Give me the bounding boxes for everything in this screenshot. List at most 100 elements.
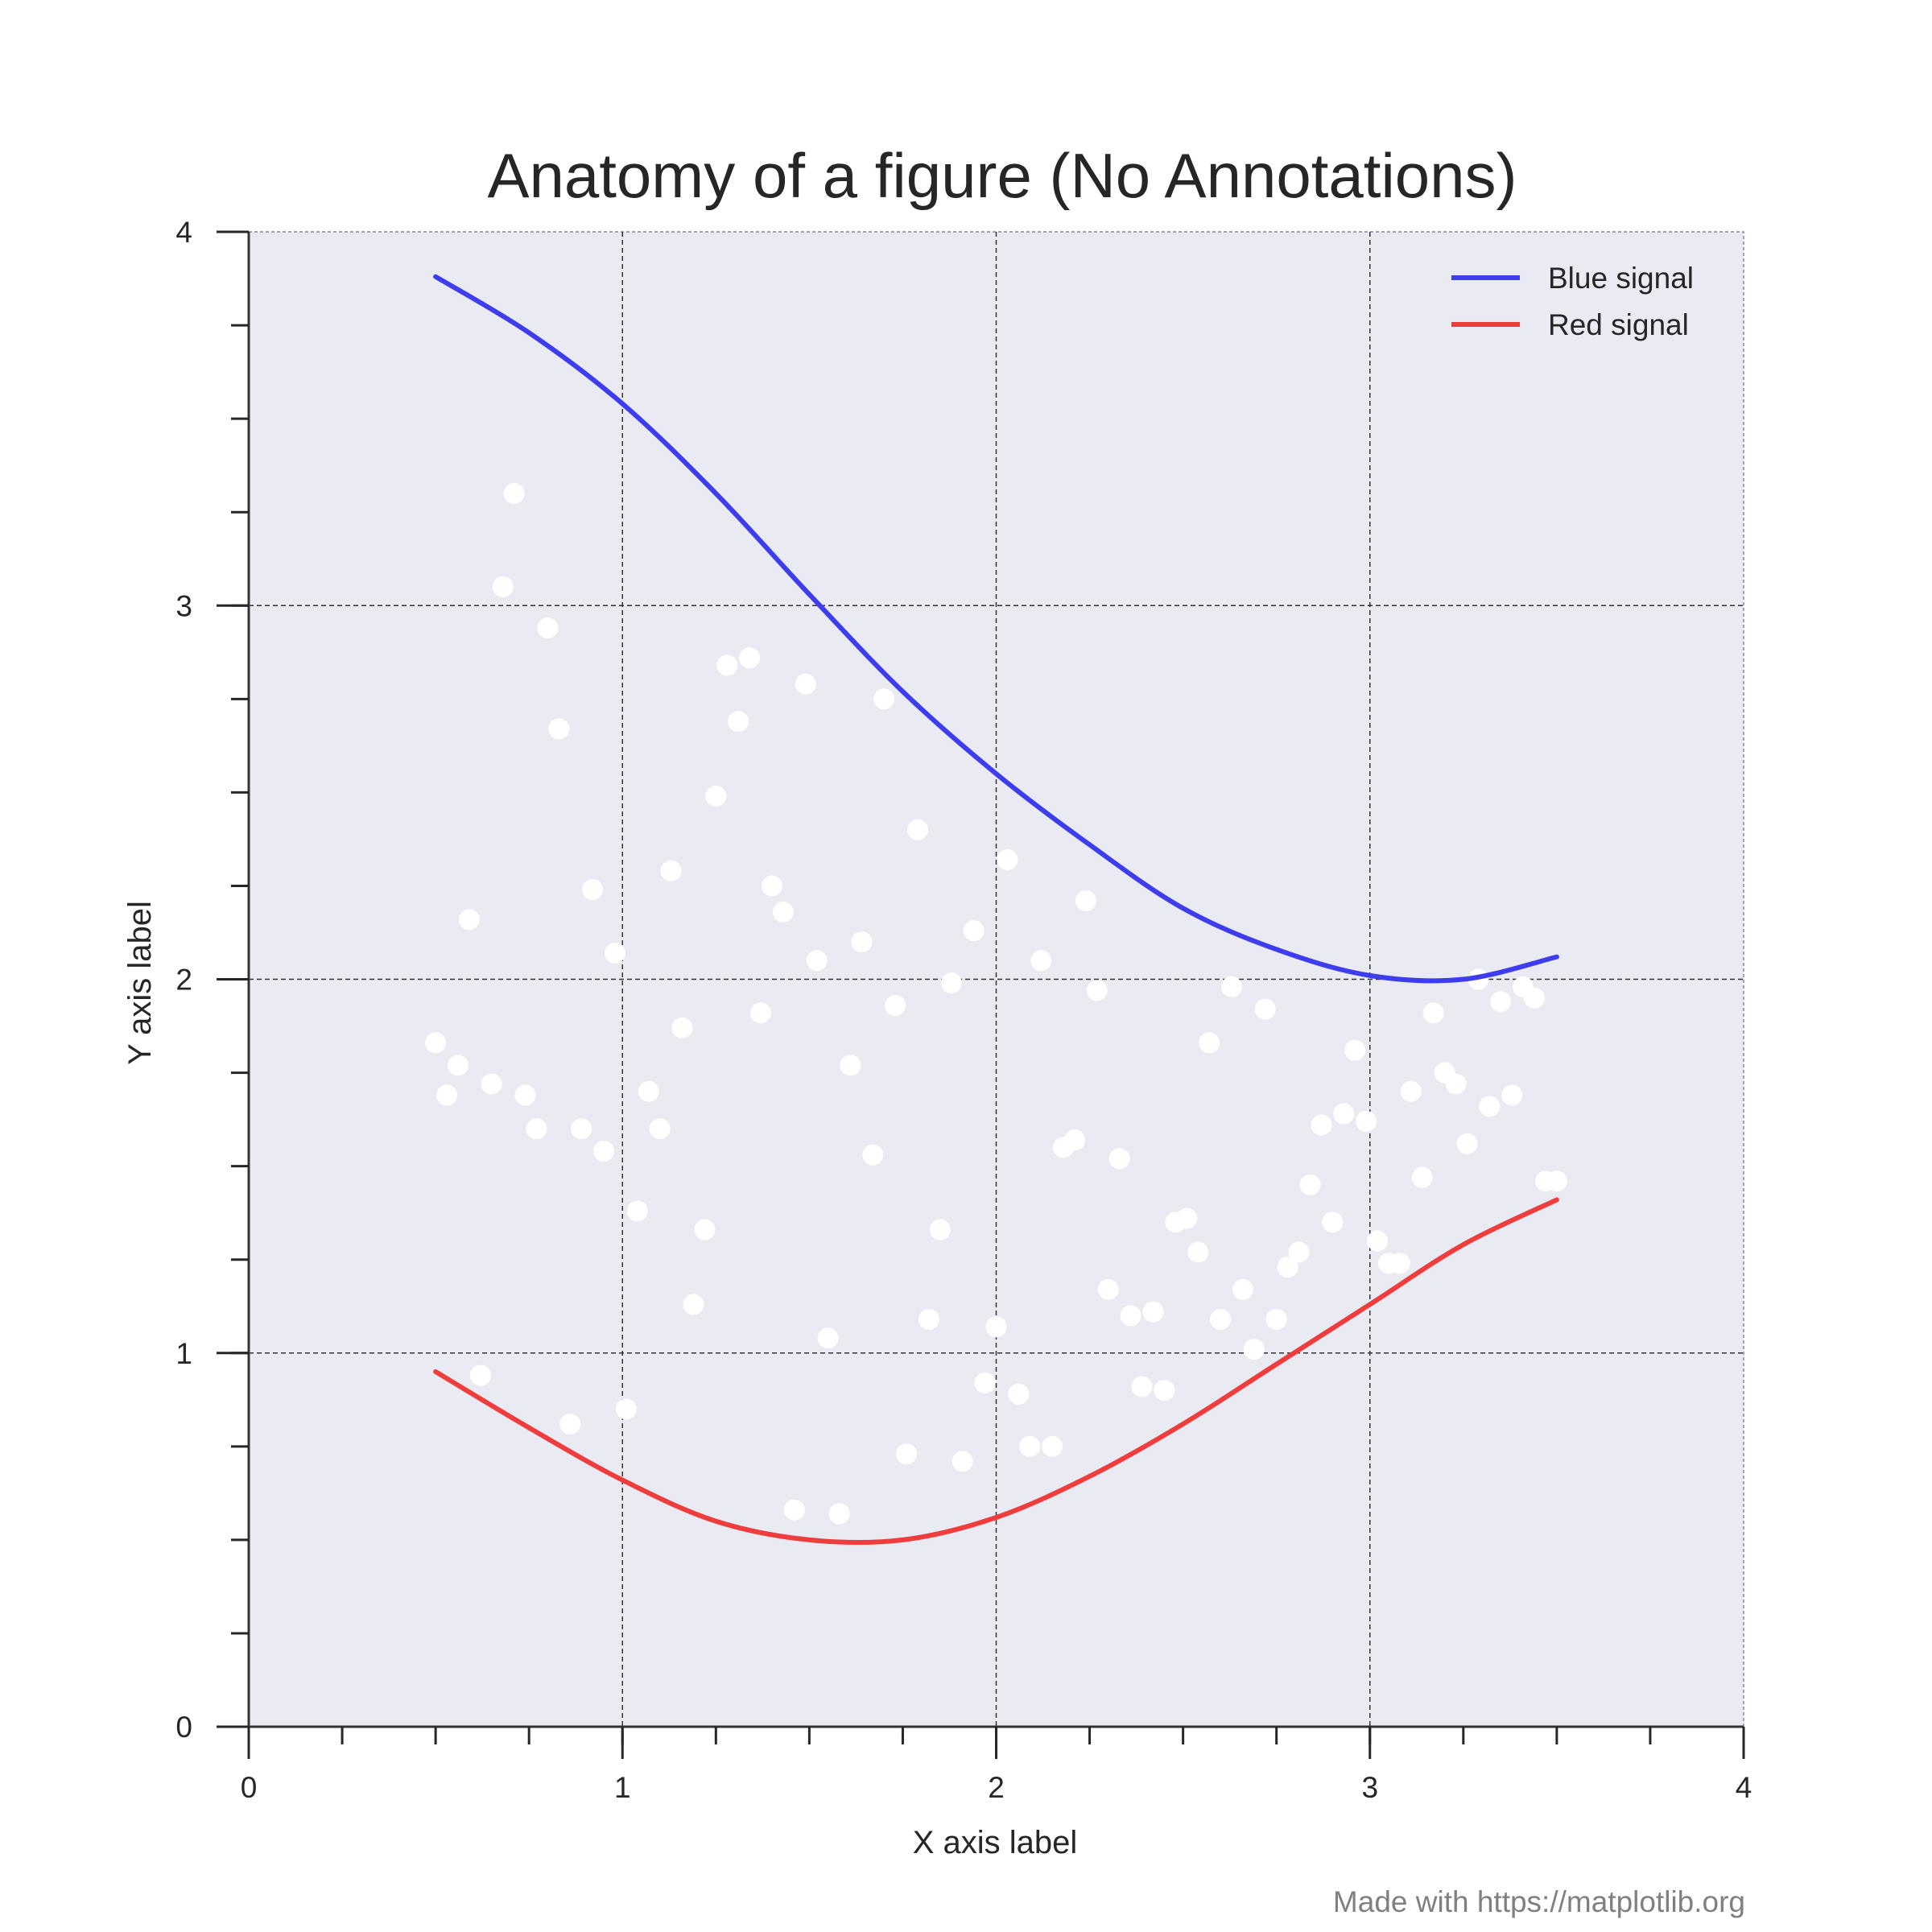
- scatter-point: [1243, 1339, 1265, 1360]
- scatter-point: [425, 1032, 447, 1054]
- scatter-point: [896, 1443, 918, 1465]
- scatter-point: [548, 718, 570, 740]
- scatter-point: [1176, 1208, 1198, 1229]
- scatter-point: [840, 1055, 861, 1076]
- scatter-point: [1490, 991, 1512, 1013]
- scatter-point: [1210, 1308, 1232, 1330]
- scatter-point: [1356, 1110, 1377, 1132]
- scatter-point: [503, 482, 525, 504]
- legend-red-signal-label: Red signal: [1548, 308, 1689, 341]
- y-tick-label: 4: [175, 216, 192, 249]
- scatter-point: [447, 1055, 469, 1076]
- scatter-point: [1411, 1166, 1433, 1188]
- scatter-point: [436, 1084, 458, 1106]
- scatter-point: [851, 931, 873, 953]
- scatter-point: [626, 1200, 648, 1222]
- plot-background: [248, 231, 1744, 1728]
- scatter-point: [1220, 976, 1242, 997]
- scatter-point: [615, 1398, 637, 1420]
- scatter-point: [1288, 1241, 1310, 1263]
- y-axis-label: Y axis label: [122, 901, 158, 1065]
- x-tick-label: 2: [988, 1771, 1005, 1804]
- scatter-point: [1265, 1308, 1287, 1330]
- legend-blue-signal-label: Blue signal: [1548, 262, 1694, 295]
- scatter-point: [1254, 998, 1276, 1020]
- scatter-point: [974, 1372, 996, 1393]
- scatter-point: [492, 576, 514, 598]
- scatter-point: [514, 1084, 536, 1106]
- scatter-point: [985, 1316, 1007, 1338]
- scatter-point: [537, 617, 559, 639]
- scatter-point: [1389, 1253, 1410, 1274]
- scatter-point: [873, 688, 895, 710]
- scatter-point: [817, 1327, 839, 1349]
- scatter-point: [1311, 1114, 1332, 1136]
- scatter-point: [1108, 1148, 1130, 1170]
- scatter-point: [862, 1144, 884, 1166]
- x-tick-label: 0: [241, 1771, 258, 1804]
- scatter-point: [604, 943, 625, 964]
- scatter-point: [1154, 1380, 1175, 1402]
- scatter-point: [571, 1118, 592, 1140]
- scatter-point: [582, 879, 604, 901]
- scatter-point: [694, 1219, 716, 1241]
- scatter-point: [1445, 1073, 1467, 1095]
- scatter-point: [783, 1499, 805, 1521]
- x-tick-label: 3: [1361, 1771, 1378, 1804]
- x-axis-label: X axis label: [913, 1825, 1078, 1860]
- x-tick-label: 4: [1736, 1771, 1752, 1804]
- scatter-point: [649, 1118, 671, 1140]
- scatter-point: [828, 1503, 850, 1525]
- scatter-point: [1501, 1084, 1523, 1106]
- scatter-point: [1187, 1241, 1209, 1263]
- y-tick-label: 1: [175, 1337, 192, 1370]
- scatter-point: [1232, 1278, 1253, 1300]
- scatter-point: [1019, 1435, 1041, 1457]
- plot-area: 0 1 2 3 4 0 1 2 3 4 Blue signal Red signal: [175, 216, 1752, 1804]
- scatter-point: [1479, 1096, 1501, 1117]
- scatter-point: [671, 1017, 693, 1038]
- scatter-point: [1075, 890, 1096, 912]
- scatter-point: [761, 875, 782, 897]
- x-tick-label: 1: [614, 1771, 631, 1804]
- scatter-point: [1524, 987, 1546, 1009]
- scatter-point: [1008, 1383, 1030, 1405]
- scatter-point: [940, 972, 962, 994]
- scatter-point: [638, 1080, 659, 1102]
- scatter-point: [716, 654, 738, 676]
- scatter-point: [526, 1118, 547, 1140]
- scatter-point: [1333, 1103, 1355, 1125]
- scatter-point: [1142, 1301, 1164, 1323]
- scatter-point: [907, 819, 929, 840]
- scatter-point: [1030, 950, 1052, 972]
- scatter-point: [997, 848, 1018, 870]
- scatter-point: [458, 909, 480, 931]
- scatter-point: [750, 1002, 772, 1024]
- scatter-point: [1422, 1002, 1444, 1024]
- scatter-point: [728, 711, 749, 733]
- scatter-point: [885, 994, 906, 1016]
- red-signal-line: [433, 1197, 1559, 1546]
- credit-text: Made with https://matplotlib.org: [1333, 1885, 1745, 1918]
- chart-title: Anatomy of a figure (No Annotations): [487, 140, 1517, 211]
- scatter-point: [1097, 1278, 1119, 1300]
- scatter-point: [772, 901, 794, 923]
- scatter-point: [1546, 1170, 1567, 1192]
- scatter-point: [963, 920, 985, 942]
- scatter-point: [806, 950, 828, 972]
- scatter-point: [705, 786, 727, 807]
- scatter-point: [1042, 1435, 1063, 1457]
- scatter-point: [683, 1294, 704, 1315]
- scatter-point: [1277, 1256, 1298, 1278]
- scatter-point: [1086, 980, 1108, 1001]
- scatter-point: [481, 1073, 502, 1095]
- scatter-point: [1344, 1039, 1366, 1061]
- y-tick-label: 0: [175, 1711, 192, 1744]
- y-tick-label: 3: [175, 589, 192, 622]
- scatter-point: [1063, 1129, 1085, 1151]
- scatter-point: [1299, 1174, 1321, 1195]
- scatter-point: [559, 1413, 581, 1435]
- scatter-point: [593, 1141, 615, 1162]
- scatter-point: [660, 860, 682, 881]
